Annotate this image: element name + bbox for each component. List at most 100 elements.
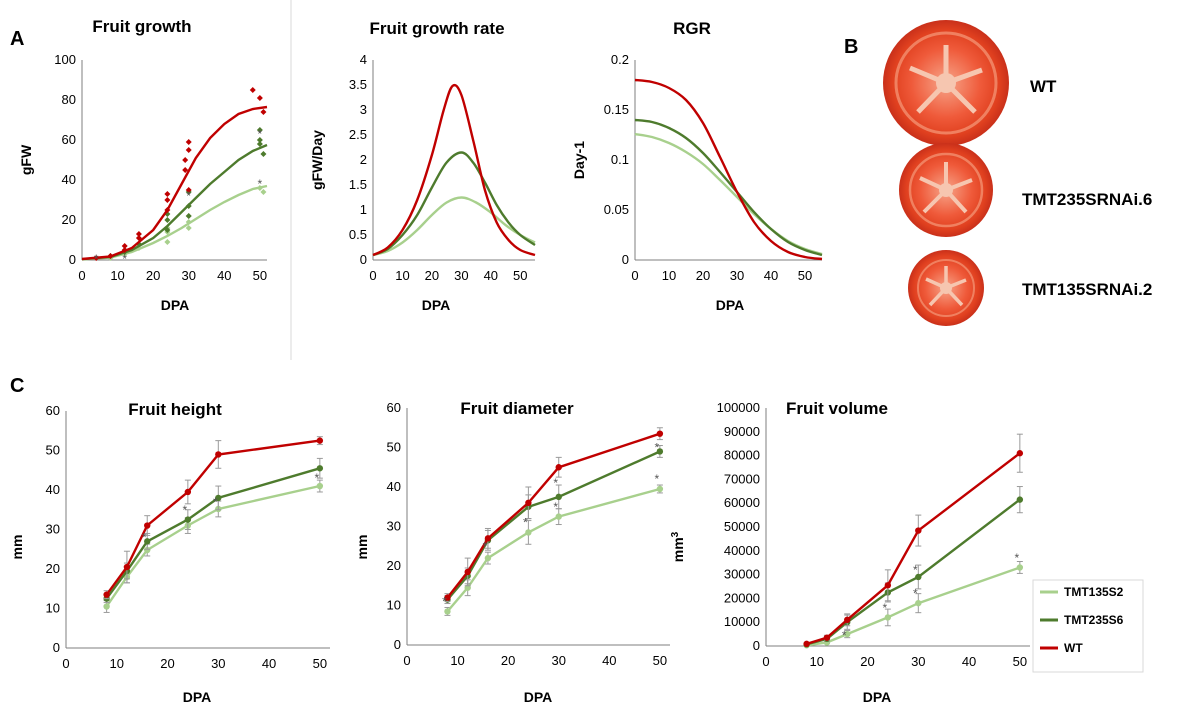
y-tick-label: 10 [387, 598, 401, 613]
y-tick-label: 20 [46, 561, 60, 576]
data-point-tmt235s6 [185, 203, 192, 209]
y-tick-label: 10000 [724, 614, 760, 629]
data-point-tmt135s2 [260, 189, 267, 195]
y-tick-label: 0.2 [611, 52, 629, 67]
x-tick-label: 30 [551, 653, 565, 668]
data-point-wt [123, 563, 131, 571]
series-line-wt [806, 452, 1021, 646]
data-point-wt [135, 235, 142, 241]
data-point-wt [884, 582, 892, 589]
data-point-wt [182, 167, 189, 173]
panel-label-b: B [844, 36, 858, 58]
series-line-wt [634, 78, 823, 261]
data-point-wt [555, 464, 562, 471]
data-point-wt [144, 522, 151, 529]
data-point-wt [121, 243, 128, 249]
series-line-tmt235s6 [372, 151, 536, 257]
significance-star: * [483, 539, 488, 553]
data-point-wt [444, 594, 451, 601]
data-point-tmt235s6 [256, 137, 263, 143]
y-tick-label: 70000 [724, 471, 760, 486]
data-point-wt [823, 634, 831, 641]
x-tick-label: 50 [313, 656, 327, 671]
x-axis-label-rgr: DPA [716, 297, 745, 313]
y-tick-label: 60 [46, 403, 60, 418]
data-point-tmt135s2 [185, 225, 192, 231]
significance-star: * [553, 500, 558, 514]
x-axis-label-growth: DPA [161, 297, 190, 313]
y-tick-label: 2.5 [349, 127, 367, 142]
significance-star: * [94, 252, 99, 266]
x-tick-label: 10 [110, 656, 124, 671]
data-point-tmt135s2 [144, 546, 151, 554]
data-point-tmt135s2 [884, 614, 892, 621]
x-tick-label: 50 [798, 268, 812, 283]
series-line-wt [372, 83, 536, 257]
x-tick-label: 40 [962, 654, 976, 669]
legend-box [1032, 579, 1144, 673]
y-tick-label: 20000 [724, 590, 760, 605]
y-tick-label: 0 [69, 252, 76, 267]
data-point-wt [107, 253, 114, 259]
x-tick-label: 50 [1013, 654, 1027, 669]
data-point-tmt235s6 [256, 127, 263, 133]
data-point-wt [803, 640, 810, 648]
significance-star: * [183, 503, 188, 517]
tomato-slice-wt [883, 20, 1009, 146]
significance-star: * [655, 441, 660, 455]
y-axis-label-height: mm [9, 535, 25, 560]
data-point-tmt135s2 [656, 485, 664, 493]
y-tick-label: 60 [387, 400, 401, 415]
data-point-tmt135s2 [256, 185, 263, 191]
x-tick-label: 20 [425, 268, 439, 283]
significance-star: * [258, 177, 263, 191]
y-tick-label: 80 [62, 92, 76, 107]
data-point-wt [185, 139, 192, 145]
data-point-wt [484, 535, 492, 542]
data-point-wt [93, 255, 100, 261]
series-line-tmt235s6 [634, 118, 823, 257]
x-tick-label: 10 [395, 268, 409, 283]
tomato-slice-tmt135 [908, 250, 984, 326]
significance-star: * [122, 252, 127, 266]
data-point-tmt135s2 [844, 630, 851, 638]
series-line-tmt135s2 [372, 196, 536, 257]
y-tick-label: 30000 [724, 567, 760, 582]
series-line-tmt135s2 [634, 132, 823, 256]
y-tick-label: 1 [360, 202, 367, 217]
series-line-wt [105, 439, 320, 596]
legend-label-tmt135s2: TMT135S2 [1064, 585, 1124, 599]
y-tick-label: 40 [46, 482, 60, 497]
y-tick-label: 20 [62, 212, 76, 227]
fruit-label-tmt235: TMT235SRNAi.6 [1022, 190, 1152, 209]
significance-star: * [553, 476, 558, 490]
data-point-tmt135s2 [525, 529, 532, 536]
y-tick-label: 50 [387, 440, 401, 455]
chart-height: 0 10 20 30 40 50 60 0 10 20 30 40 50 * * * * [46, 403, 330, 671]
y-tick-label: 40 [387, 479, 401, 494]
series-line-tmt235s6 [105, 467, 321, 600]
series-line-tmt235s6 [446, 450, 661, 601]
y-tick-label: 60000 [724, 495, 760, 510]
series-line-wt [446, 432, 661, 599]
y-tick-label: 2 [360, 152, 367, 167]
data-point-tmt135s2 [484, 554, 492, 562]
significance-star: * [1015, 551, 1020, 565]
x-tick-label: 0 [762, 654, 769, 669]
data-point-wt [256, 95, 263, 101]
chart-growth: 0 20 40 60 80 100 0 10 20 30 40 50 * * * * * [54, 52, 268, 283]
data-point-wt [1016, 450, 1024, 457]
data-point-wt [184, 488, 192, 496]
data-point-wt [164, 191, 171, 197]
legend: TMT135S2 TMT235S6 WT [1032, 579, 1144, 673]
x-tick-label: 50 [253, 268, 267, 283]
x-tick-label: 20 [696, 268, 710, 283]
fruit-label-wt: WT [1030, 77, 1057, 96]
data-point-wt [915, 527, 922, 534]
x-tick-label: 30 [454, 268, 468, 283]
data-point-tmt235s6 [656, 448, 664, 455]
x-axis-label-rate: DPA [422, 297, 451, 313]
x-tick-label: 0 [369, 268, 376, 283]
significance-star: * [315, 471, 320, 485]
x-tick-label: 30 [730, 268, 744, 283]
